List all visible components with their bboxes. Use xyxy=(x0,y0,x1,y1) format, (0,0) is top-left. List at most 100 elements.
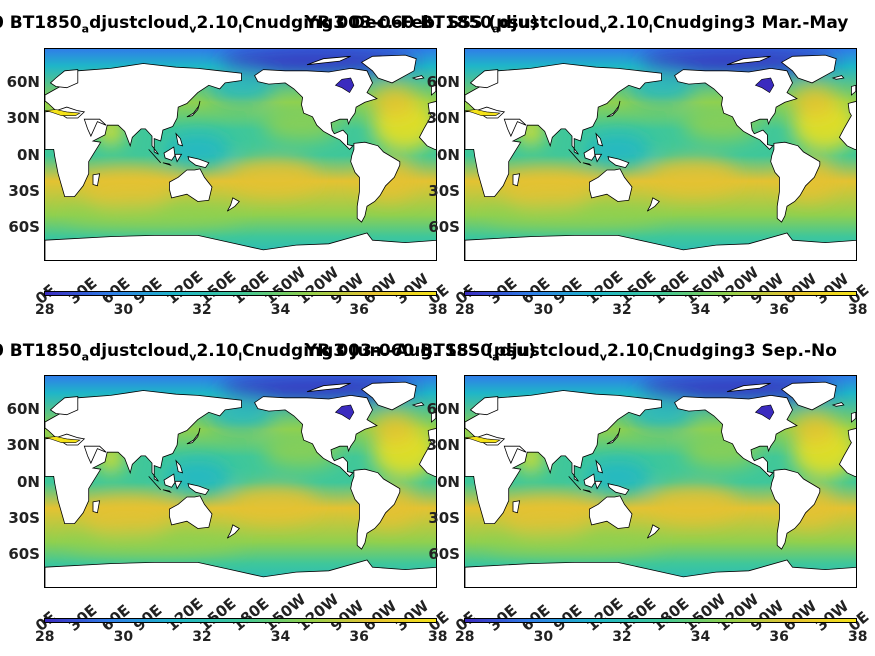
y-tick-label: 60N xyxy=(6,72,40,91)
land-mass xyxy=(606,100,621,118)
land-mass xyxy=(469,69,499,89)
y-tick-label: 60S xyxy=(428,545,460,564)
land-mass xyxy=(174,153,183,163)
land-mass xyxy=(606,427,621,445)
colorbar-tick-label: 38 xyxy=(428,302,448,318)
land-mass xyxy=(594,480,603,490)
y-tick-label: 30N xyxy=(6,436,40,455)
colorbar-tick-label: 36 xyxy=(349,629,369,645)
panel-title-2: YR 003-060 BT1850adjustcloudv2.10lCnudgi… xyxy=(305,13,849,36)
land-mass xyxy=(306,382,351,393)
land-mass xyxy=(92,500,101,514)
panel-title-4: YR 003-060 BT1850adjustcloudv2.10lCnudgi… xyxy=(305,341,837,364)
x-tick-label: 30W xyxy=(812,596,853,635)
colorbar xyxy=(44,618,437,623)
colorbar-tick-label: 34 xyxy=(270,302,291,318)
y-tick-label: 0N xyxy=(17,145,40,164)
x-tick-label: 180E xyxy=(648,267,692,308)
y-tick-label: 30N xyxy=(6,109,40,128)
land-mass xyxy=(607,483,630,496)
land-mass xyxy=(770,468,821,550)
land-mass xyxy=(430,84,436,96)
land-mass xyxy=(83,118,107,138)
land-mass xyxy=(186,100,201,118)
colorbar-tick-label: 32 xyxy=(192,629,212,645)
land-mass xyxy=(175,459,184,474)
y-tick-label: 0N xyxy=(437,145,460,164)
land-mass xyxy=(512,500,521,514)
y-tick-label: 30S xyxy=(428,181,460,200)
colorbar-tick-label: 34 xyxy=(270,629,291,645)
y-tick-label: 0N xyxy=(17,472,40,491)
y-tick-label: 60S xyxy=(428,218,460,237)
colorbar-tick-label: 34 xyxy=(690,629,711,645)
land-mass xyxy=(175,132,184,147)
mediterranean-sea xyxy=(465,109,501,116)
land-mass xyxy=(831,402,845,407)
mediterranean-sea xyxy=(45,436,81,443)
land-mass xyxy=(831,75,845,80)
map-panel-2 xyxy=(464,48,857,261)
land-mass xyxy=(350,468,401,550)
land-mass xyxy=(780,54,837,84)
sss-map-4 xyxy=(465,376,856,587)
y-tick-label: 0N xyxy=(437,472,460,491)
hudson-bay xyxy=(334,404,355,421)
land-mass xyxy=(174,480,183,490)
land-mass xyxy=(162,162,172,167)
land-mass xyxy=(589,495,633,529)
land-mass xyxy=(169,168,213,202)
colorbar-tick-label: 30 xyxy=(113,629,134,645)
colorbar-tick-label: 28 xyxy=(35,302,55,318)
land-mass xyxy=(49,396,79,416)
colorbar xyxy=(464,618,857,623)
land-mass xyxy=(163,473,176,488)
land-mass xyxy=(49,69,79,89)
colorbar-tick-label: 30 xyxy=(533,629,554,645)
colorbar-tick-label: 28 xyxy=(455,302,475,318)
land-mass xyxy=(186,427,201,445)
x-tick-label: 180E xyxy=(228,267,272,308)
y-tick-label: 60N xyxy=(426,399,460,418)
land-mass xyxy=(646,524,660,539)
y-tick-label: 30S xyxy=(8,508,40,527)
hudson-bay xyxy=(334,77,355,94)
land-mass xyxy=(589,168,633,202)
land-mass xyxy=(726,55,771,66)
sss-map-1 xyxy=(45,49,436,260)
land-mass xyxy=(646,197,660,212)
panel-title-3: 0 BT1850adjustcloudv2.10lCnudging3 Jun.-… xyxy=(0,341,536,364)
colorbar-tick-label: 36 xyxy=(769,629,789,645)
land-mass xyxy=(503,118,527,138)
land-mass xyxy=(360,54,417,84)
mediterranean-sea xyxy=(465,436,501,443)
colorbar-tick-label: 38 xyxy=(848,302,868,318)
colorbar xyxy=(44,291,437,296)
land-mass xyxy=(503,445,527,465)
land-mass xyxy=(226,197,240,212)
colorbar-tick-label: 32 xyxy=(612,302,632,318)
colorbar-tick-label: 38 xyxy=(428,629,448,645)
land-mass xyxy=(226,524,240,539)
land-mass xyxy=(583,146,596,161)
colorbar-tick-label: 30 xyxy=(113,302,134,318)
colorbar-tick-label: 34 xyxy=(690,302,711,318)
land-mass xyxy=(162,489,172,494)
y-tick-label: 60N xyxy=(6,399,40,418)
sss-map-3 xyxy=(45,376,436,587)
land-mass xyxy=(850,411,856,423)
x-tick-label: 30W xyxy=(812,269,853,308)
land-mass xyxy=(595,132,604,147)
land-mass xyxy=(418,101,436,150)
mediterranean-sea xyxy=(45,109,81,116)
land-mass xyxy=(411,402,425,407)
x-tick-label: 180E xyxy=(648,594,692,635)
land-mass xyxy=(582,489,592,494)
sss-map-2 xyxy=(465,49,856,260)
land-mass xyxy=(187,483,210,496)
land-mass xyxy=(594,153,603,163)
land-mass xyxy=(568,476,581,491)
land-mass xyxy=(92,173,101,187)
land-mass xyxy=(418,428,436,477)
map-panel-4 xyxy=(464,375,857,588)
